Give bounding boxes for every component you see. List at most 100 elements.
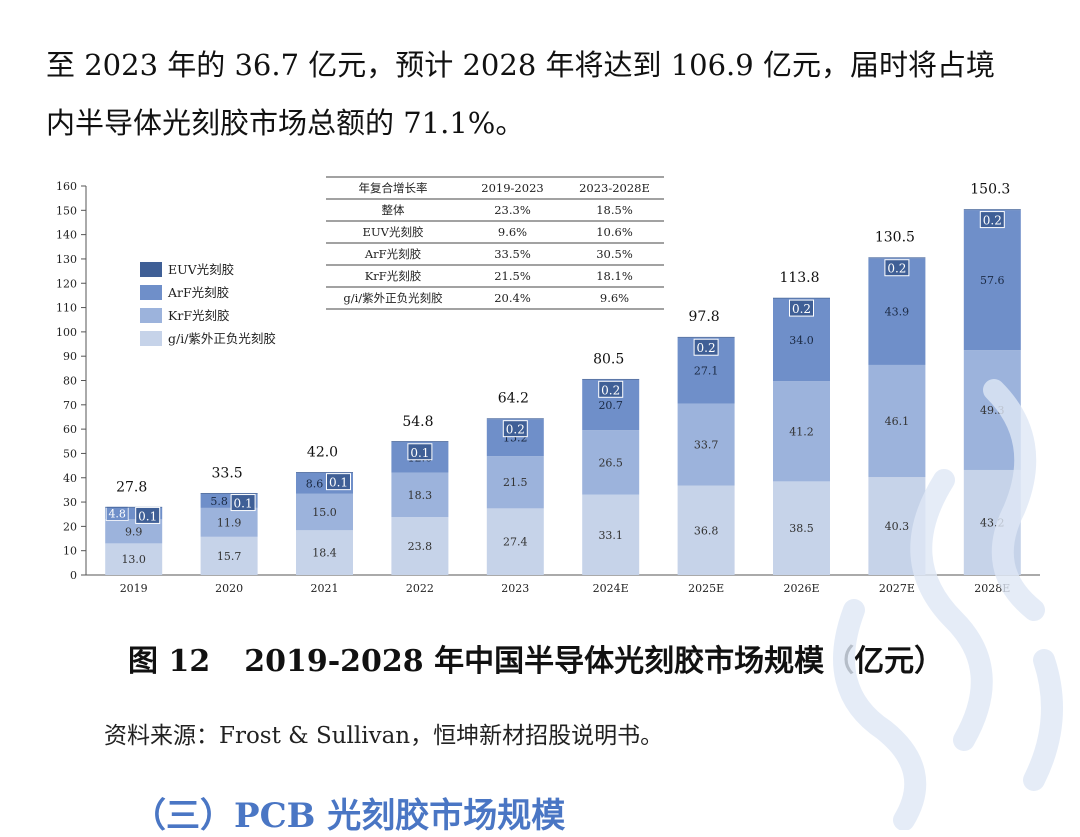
euv-value-label: 0.1 <box>138 509 157 523</box>
table-header-cell: 年复合增长率 <box>359 181 428 195</box>
euv-value-box <box>789 299 814 317</box>
bar-segment <box>868 257 926 259</box>
euv-value-label: 0.2 <box>792 302 811 316</box>
bar-total-label: 54.8 <box>402 414 433 430</box>
bar-segment <box>391 517 449 575</box>
euv-value-box <box>884 259 910 277</box>
legend-swatch <box>140 262 162 277</box>
bar-total-label: 42.0 <box>307 445 338 461</box>
body-paragraph: 至 2023 年的 36.7 亿元，预计 2028 年将达到 106.9 亿元，… <box>46 36 1056 152</box>
bar-segment <box>582 378 640 380</box>
bar-segment <box>677 336 735 338</box>
bar-segment <box>963 209 1021 211</box>
table-cell: 20.4% <box>494 291 531 305</box>
bar-value-label: 23.8 <box>408 540 433 553</box>
legend-label: EUV光刻胶 <box>168 262 234 277</box>
table-cell: 21.5% <box>494 269 531 283</box>
paragraph-line-1: 至 2023 年的 36.7 亿元，预计 2028 年将达到 106.9 亿元，… <box>46 48 995 82</box>
bar-total-label: 130.5 <box>875 230 915 246</box>
bar-value-label: 27.1 <box>694 365 719 378</box>
bar-value-label: 13.0 <box>121 553 146 566</box>
bar-segment <box>773 381 830 482</box>
bar-segment <box>486 456 544 509</box>
bar-segment <box>677 485 735 575</box>
bar-segment <box>963 210 1021 351</box>
bar-segment <box>200 536 258 575</box>
bar-segment <box>486 418 544 420</box>
table-header-cell: 2019-2023 <box>481 181 543 195</box>
y-tick-label: 140 <box>56 229 77 242</box>
y-tick-label: 50 <box>63 447 77 460</box>
section-heading: （三）PCB 光刻胶市场规模 <box>132 796 566 836</box>
legend-label: g/i/紫外正负光刻胶 <box>168 331 276 346</box>
bar-value-label: 20.7 <box>598 399 623 412</box>
bar-value-label: 18.3 <box>408 489 433 502</box>
bar-segment <box>773 297 830 299</box>
bar-total-label: 97.8 <box>689 309 720 325</box>
table-cell: g/i/紫外正负光刻胶 <box>343 291 443 305</box>
y-tick-label: 120 <box>56 277 77 290</box>
bar-value-label: 18.4 <box>312 547 337 560</box>
table-cell: 整体 <box>382 203 405 217</box>
stacked-bar-chart-svg: 0 10 20 30 40 50 60 70 80 90 100 110 120 130 140 150 160… <box>56 176 1040 595</box>
y-tick-label: 10 <box>63 545 77 558</box>
table-header-cell: 2023-2028E <box>579 181 650 195</box>
bar-value-label: 21.5 <box>503 476 528 489</box>
bar-value-label: 5.8 <box>210 495 228 508</box>
table-cell: 9.6% <box>498 225 527 239</box>
source-note: 资料来源：Frost & Sullivan，恒坤新材招股说明书。 <box>104 723 664 749</box>
bar-segment <box>296 493 353 531</box>
bar-segment <box>391 472 449 518</box>
bar-value-label: 49.3 <box>980 404 1005 417</box>
bar-segment <box>582 430 640 495</box>
x-tick-label: 2020 <box>215 582 243 595</box>
bar-segment <box>773 481 830 575</box>
euv-value-box <box>230 494 256 512</box>
table-cell: EUV光刻胶 <box>363 225 424 239</box>
euv-value-label: 0.2 <box>506 423 525 437</box>
bar-segment <box>868 364 926 478</box>
y-tick-label: 70 <box>63 399 77 412</box>
market-size-chart: 0 10 20 30 40 50 60 70 80 90 100 110 120 130 140 150 160… <box>0 170 1080 610</box>
bar-total-label: 64.2 <box>498 391 529 407</box>
x-tick-label: 2028E <box>974 582 1010 595</box>
bar-segment <box>105 507 163 520</box>
bar-value-label: 33.1 <box>598 529 623 542</box>
y-tick-label: 30 <box>63 496 77 509</box>
bar-segment <box>296 530 353 575</box>
bar-segment <box>296 472 353 473</box>
table-cell: 10.6% <box>596 225 633 239</box>
y-tick-label: 90 <box>63 350 77 363</box>
euv-value-label: 0.1 <box>329 476 348 490</box>
bar-segment <box>486 508 544 575</box>
bar-value-label: 4.8 <box>108 507 126 520</box>
bar-segment <box>391 441 449 443</box>
bar-value-label: 43.2 <box>980 516 1005 529</box>
bar-value-label: 11.9 <box>217 516 242 529</box>
figure-caption: 图 12 2019-2028 年中国半导体光刻胶市场规模（亿元） <box>128 636 944 680</box>
y-tick-label: 110 <box>56 302 77 315</box>
bar-value-label: 33.7 <box>694 439 719 452</box>
bar-total-label: 80.5 <box>593 351 624 367</box>
bar-segment <box>200 492 258 494</box>
bar-value-label: 43.9 <box>885 306 910 319</box>
y-tick-label: 150 <box>56 204 77 217</box>
legend-swatch <box>140 331 162 346</box>
x-tick-label: 2026E <box>783 582 819 595</box>
bar-value-label: 36.8 <box>694 524 719 537</box>
bar-value-label: 34.0 <box>789 334 814 347</box>
y-tick-label: 80 <box>63 375 77 388</box>
table-cell: ArF光刻胶 <box>364 247 422 261</box>
euv-value-label: 0.2 <box>983 214 1002 228</box>
y-tick-label: 40 <box>63 472 77 485</box>
x-tick-label: 2027E <box>879 582 915 595</box>
euv-value-box <box>693 338 719 356</box>
euv-value-label: 0.2 <box>601 383 620 397</box>
bar-value-label: 9.9 <box>125 525 143 538</box>
bar-value-label: 26.5 <box>598 456 623 469</box>
legend-label: KrF光刻胶 <box>168 308 230 323</box>
legend-swatch <box>140 308 162 323</box>
bar-value-label: 38.5 <box>789 522 814 535</box>
euv-value-box <box>135 506 161 524</box>
y-tick-label: 100 <box>56 326 77 339</box>
